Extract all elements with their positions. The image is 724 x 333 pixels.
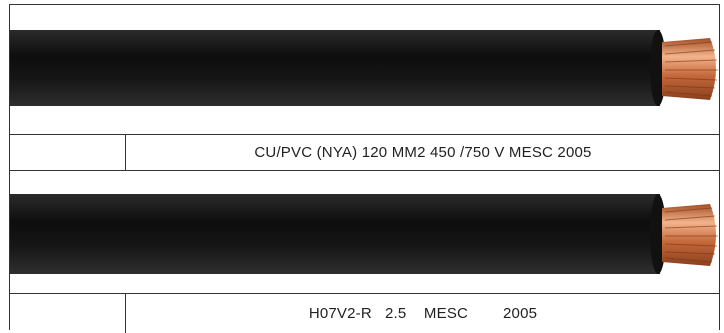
- cable-1-label-row: CU/PVC (NYA) 120 MM2 450 /750 V MESC 200…: [9, 134, 720, 171]
- cable-1-sheath: [10, 30, 660, 106]
- cable-1-marking: CU/PVC (NYA) 120 MM2 450 /750 V MESC 200…: [254, 144, 592, 161]
- cable-image-2: [10, 194, 724, 274]
- cable-2-conductor: [662, 204, 716, 266]
- cable-2-label-cell: H07V2-R 2.5 MESC 2005: [125, 294, 720, 333]
- cable-1-conductor: [662, 38, 716, 100]
- cable-2-marking: H07V2-R 2.5 MESC 2005: [308, 305, 538, 322]
- cable-1-label-cell: CU/PVC (NYA) 120 MM2 450 /750 V MESC 200…: [125, 135, 720, 170]
- cable-spec-frame: [9, 4, 720, 330]
- cable-2-label-row: H07V2-R 2.5 MESC 2005: [9, 293, 720, 333]
- cable-image-1: [10, 30, 724, 108]
- cable-2-sheath: [10, 194, 660, 274]
- cable-1-graphic: [10, 30, 718, 106]
- cable-2-graphic: [10, 194, 718, 274]
